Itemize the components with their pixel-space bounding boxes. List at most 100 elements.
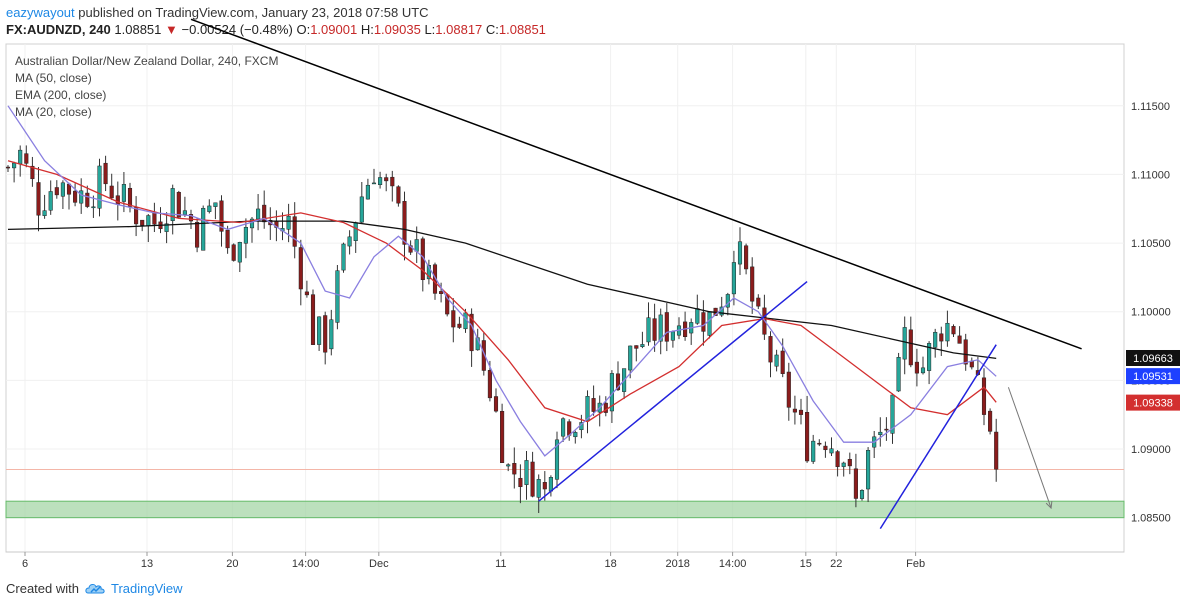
y-tick-label: 1.09000 [1131,444,1171,456]
projection-arrow [1007,387,1052,509]
candle-body [994,431,999,470]
candle-body [768,336,773,363]
candle-body [591,398,596,412]
low-label: L: [424,22,436,37]
candle-body [219,200,224,232]
candle-body [914,361,919,374]
author-link[interactable]: eazywayout [6,5,75,20]
x-tick-label: Feb [906,558,925,570]
x-tick-label: 11 [495,558,506,570]
candle-body [79,190,84,204]
candle-body [744,245,749,270]
candle-body [853,468,858,499]
candle-body [390,176,395,187]
candle-body [506,464,511,467]
candle-body [426,265,431,280]
candle-body [121,184,126,202]
time-axis[interactable]: 6 13 20 14:00 Dec 11 18 2018 14:00 15 22 Feb [6,551,1124,570]
candle-body [109,185,114,199]
candle-body [195,221,200,248]
descending-resistance-trendline [190,18,1082,350]
y-tick-label: 1.11000 [1131,169,1170,181]
candle-body [658,314,663,342]
candle-body [866,450,871,490]
candle-body [530,461,535,497]
rising-support-1-trendline [538,280,808,502]
candle-body [335,270,340,323]
chart-header: eazywayout published on TradingView.com,… [0,0,1184,40]
price-label-text: 1.09531 [1133,371,1173,383]
chart-legend: Australian Dollar/New Zealand Dollar, 24… [15,54,278,119]
candle-body [878,431,883,435]
candle-body [414,239,419,252]
candle-body [951,326,956,335]
candle-body [42,210,47,216]
candle-body [780,350,785,374]
legend-ema200: EMA (200, close) [15,88,106,102]
candle-body [786,371,791,408]
candle-body [524,460,529,485]
tradingview-link[interactable]: TradingView [85,581,183,596]
candle-body [500,410,505,464]
price-axis[interactable]: 1.115001.110001.105001.100001.095001.090… [1126,101,1180,525]
candle-body [542,482,547,490]
candle-body [634,345,639,349]
candle-body [164,223,169,232]
x-tick-label: 13 [141,558,153,570]
candle-body [298,247,303,290]
ma50-line [7,160,997,423]
interval: 240 [89,22,111,37]
published-text: published on TradingView.com, January 23… [78,5,429,20]
candle-body [256,208,261,220]
support-zone [5,500,1125,519]
last-price: 1.08851 [114,22,162,37]
candle-body [731,262,736,295]
candle-body [30,165,35,180]
candle-body [548,477,553,492]
candle-body [152,212,157,225]
close-label: C: [485,22,499,37]
candle-body [329,319,334,350]
candle-body [170,188,175,221]
candle-body [439,291,444,294]
candle-body [512,463,517,475]
high-label: H: [360,22,374,37]
candle-body [201,207,206,251]
candle-body [36,182,41,216]
candle-body [384,177,389,182]
candle-body [847,458,852,467]
candle-body [628,345,633,371]
low-value: 1.08817 [435,22,483,37]
x-tick-label: Dec [369,558,389,570]
candle-body [396,186,401,204]
publish-line: eazywayout published on TradingView.com,… [6,5,429,20]
candle-body [182,210,187,215]
candle-body [884,428,889,431]
candle-body [835,451,840,467]
candle-body [981,377,987,415]
candle-body [451,310,456,328]
candle-body [249,218,255,229]
open-label: O: [296,22,311,37]
candle-body [561,418,566,437]
close-value: 1.08851 [498,22,546,37]
candle-body [957,335,962,344]
open-value: 1.09001 [310,22,358,37]
symbol: FX:AUDNZD [6,22,82,37]
candle-body [841,462,846,467]
x-tick-label: 14:00 [292,558,320,570]
created-with-text: Created with [6,581,79,596]
y-tick-label: 1.10000 [1131,307,1171,319]
candle-body [378,177,383,185]
candle-body [652,318,657,341]
candle-body [140,219,145,226]
candle-body [359,196,364,223]
candle-body [176,191,181,218]
candle-body [310,294,316,345]
y-tick-label: 1.10500 [1131,238,1171,250]
candle-body [939,333,944,342]
candle-body [859,490,865,499]
candle-body [963,339,968,365]
candle-body [817,442,822,445]
